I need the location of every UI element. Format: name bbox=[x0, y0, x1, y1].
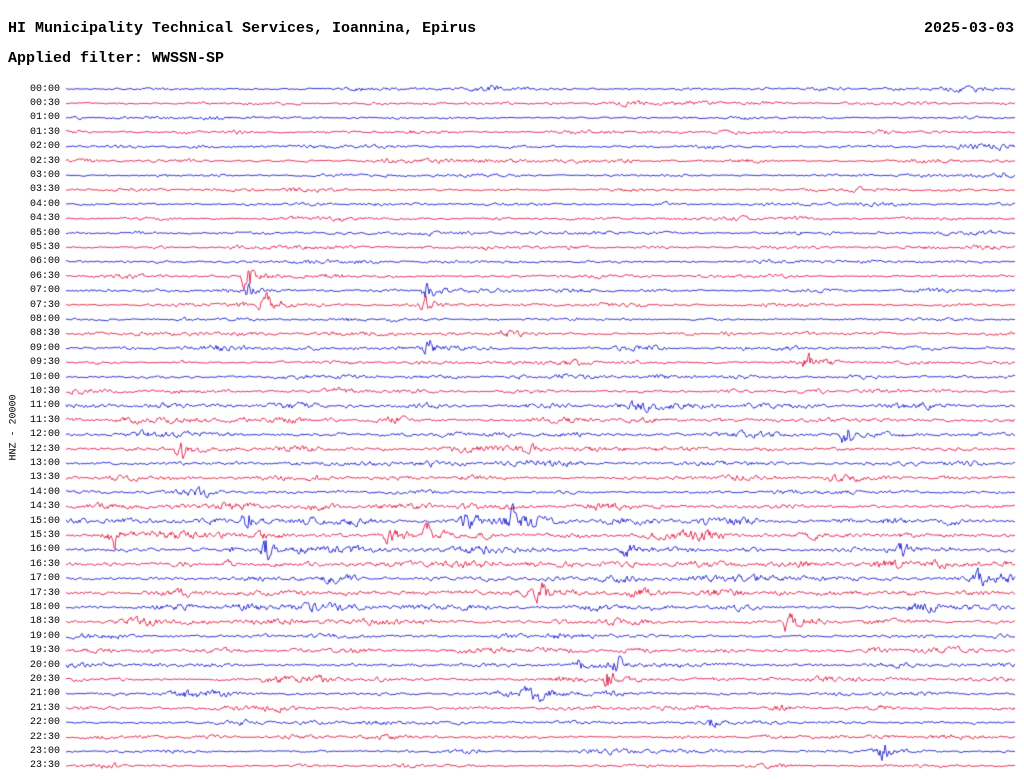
time-label: 08:00 bbox=[29, 313, 60, 325]
time-label: 18:00 bbox=[29, 601, 60, 613]
time-label: 04:30 bbox=[29, 213, 60, 225]
time-label: 20:30 bbox=[29, 673, 60, 685]
time-label: 15:30 bbox=[29, 529, 60, 541]
time-label: 10:00 bbox=[29, 371, 60, 383]
time-axis: 00:00 00:30 01:00 01:30 02:00 02:30 03:00 03:30… bbox=[0, 0, 62, 780]
time-label: 14:00 bbox=[29, 486, 60, 498]
time-label: 18:30 bbox=[29, 616, 60, 628]
date-label: 2025-03-03 bbox=[923, 20, 1014, 37]
time-label: 08:30 bbox=[29, 328, 60, 340]
time-label: 22:30 bbox=[29, 731, 60, 743]
time-label: 17:30 bbox=[29, 587, 60, 599]
time-label: 16:30 bbox=[29, 558, 60, 570]
page-title: HI Municipality Technical Services, Ioan… bbox=[8, 20, 477, 37]
time-label: 14:30 bbox=[29, 501, 60, 513]
time-label: 05:30 bbox=[29, 241, 60, 253]
time-label: 02:00 bbox=[29, 141, 60, 153]
time-label: 21:00 bbox=[29, 688, 60, 700]
time-label: 09:30 bbox=[29, 357, 60, 369]
time-label: 11:30 bbox=[29, 414, 60, 426]
time-label: 13:30 bbox=[29, 472, 60, 484]
time-label: 00:30 bbox=[29, 97, 60, 109]
time-label: 21:30 bbox=[29, 702, 60, 714]
time-label: 12:30 bbox=[29, 443, 60, 455]
time-label: 19:30 bbox=[29, 645, 60, 657]
time-label: 01:00 bbox=[29, 112, 60, 124]
time-label: 10:30 bbox=[29, 385, 60, 397]
time-label: 05:00 bbox=[29, 227, 60, 239]
time-label: 06:30 bbox=[29, 270, 60, 282]
time-label: 04:00 bbox=[29, 198, 60, 210]
time-label: 00:00 bbox=[29, 83, 60, 95]
time-label: 02:30 bbox=[29, 155, 60, 167]
time-label: 23:00 bbox=[29, 745, 60, 757]
time-label: 22:00 bbox=[29, 717, 60, 729]
time-label: 15:00 bbox=[29, 515, 60, 527]
time-label: 09:00 bbox=[29, 342, 60, 354]
time-label: 03:30 bbox=[29, 184, 60, 196]
time-label: 13:00 bbox=[29, 457, 60, 469]
filter-label: Applied filter: WWSSN-SP bbox=[8, 50, 225, 67]
time-label: 20:00 bbox=[29, 659, 60, 671]
time-label: 01:30 bbox=[29, 126, 60, 138]
time-label: 19:00 bbox=[29, 630, 60, 642]
time-label: 12:00 bbox=[29, 429, 60, 441]
time-label: 16:00 bbox=[29, 544, 60, 556]
time-label: 07:00 bbox=[29, 285, 60, 297]
time-label: 03:00 bbox=[29, 169, 60, 181]
time-label: 11:00 bbox=[29, 400, 60, 412]
time-label: 07:30 bbox=[29, 299, 60, 311]
time-label: 23:30 bbox=[29, 760, 60, 772]
time-label: 17:00 bbox=[29, 573, 60, 585]
time-label: 06:00 bbox=[29, 256, 60, 268]
